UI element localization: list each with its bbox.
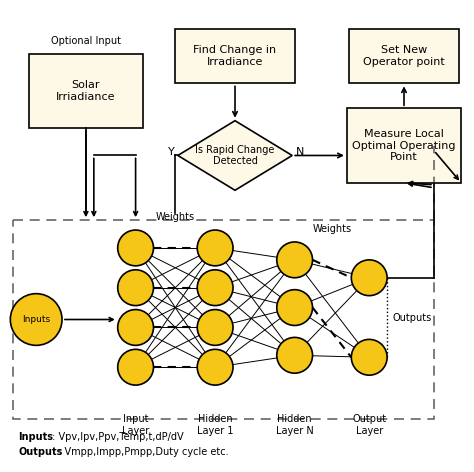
Text: Output
Layer: Output Layer	[352, 414, 386, 436]
Text: Optional Input: Optional Input	[51, 35, 121, 46]
Circle shape	[197, 230, 233, 266]
Bar	[13, 220, 434, 419]
Circle shape	[351, 339, 387, 375]
Circle shape	[197, 270, 233, 305]
Text: Hidden
Layer N: Hidden Layer N	[276, 414, 313, 436]
Text: Inputs: Inputs	[18, 432, 53, 442]
Bar	[175, 29, 295, 84]
Text: Is Rapid Change
Detected: Is Rapid Change Detected	[195, 145, 275, 166]
Text: Outputs: Outputs	[392, 312, 431, 322]
Text: N: N	[296, 146, 304, 157]
Text: Set New
Operator point: Set New Operator point	[363, 45, 445, 67]
Circle shape	[10, 294, 62, 346]
Circle shape	[197, 349, 233, 385]
Circle shape	[118, 349, 154, 385]
Text: Find Change in
Irradiance: Find Change in Irradiance	[193, 45, 276, 67]
Text: Outputs: Outputs	[18, 447, 63, 457]
Circle shape	[197, 310, 233, 346]
Circle shape	[277, 242, 312, 278]
Text: : Vmpp,Impp,Pmpp,Duty cycle etc.: : Vmpp,Impp,Pmpp,Duty cycle etc.	[55, 447, 228, 457]
Circle shape	[277, 290, 312, 326]
Circle shape	[277, 337, 312, 373]
Text: Weights: Weights	[312, 224, 352, 234]
Circle shape	[118, 310, 154, 346]
Bar	[29, 54, 143, 128]
Text: Input
Layer: Input Layer	[122, 414, 149, 436]
Text: Inputs: Inputs	[22, 315, 50, 324]
Text: Weights: Weights	[156, 212, 195, 222]
Bar	[347, 108, 461, 183]
Circle shape	[118, 270, 154, 305]
Text: Measure Local
Optimal Operating
Point: Measure Local Optimal Operating Point	[352, 129, 456, 162]
Text: Y: Y	[168, 146, 175, 157]
Text: Solar
Irriadiance: Solar Irriadiance	[56, 80, 116, 101]
Bar	[349, 29, 459, 84]
Text: Hidden
Layer 1: Hidden Layer 1	[197, 414, 233, 436]
Circle shape	[118, 230, 154, 266]
Text: : Vpv,Ipv,Ppv,Temp,t,dP/dV: : Vpv,Ipv,Ppv,Temp,t,dP/dV	[49, 432, 184, 442]
Circle shape	[351, 260, 387, 295]
Polygon shape	[178, 121, 292, 190]
